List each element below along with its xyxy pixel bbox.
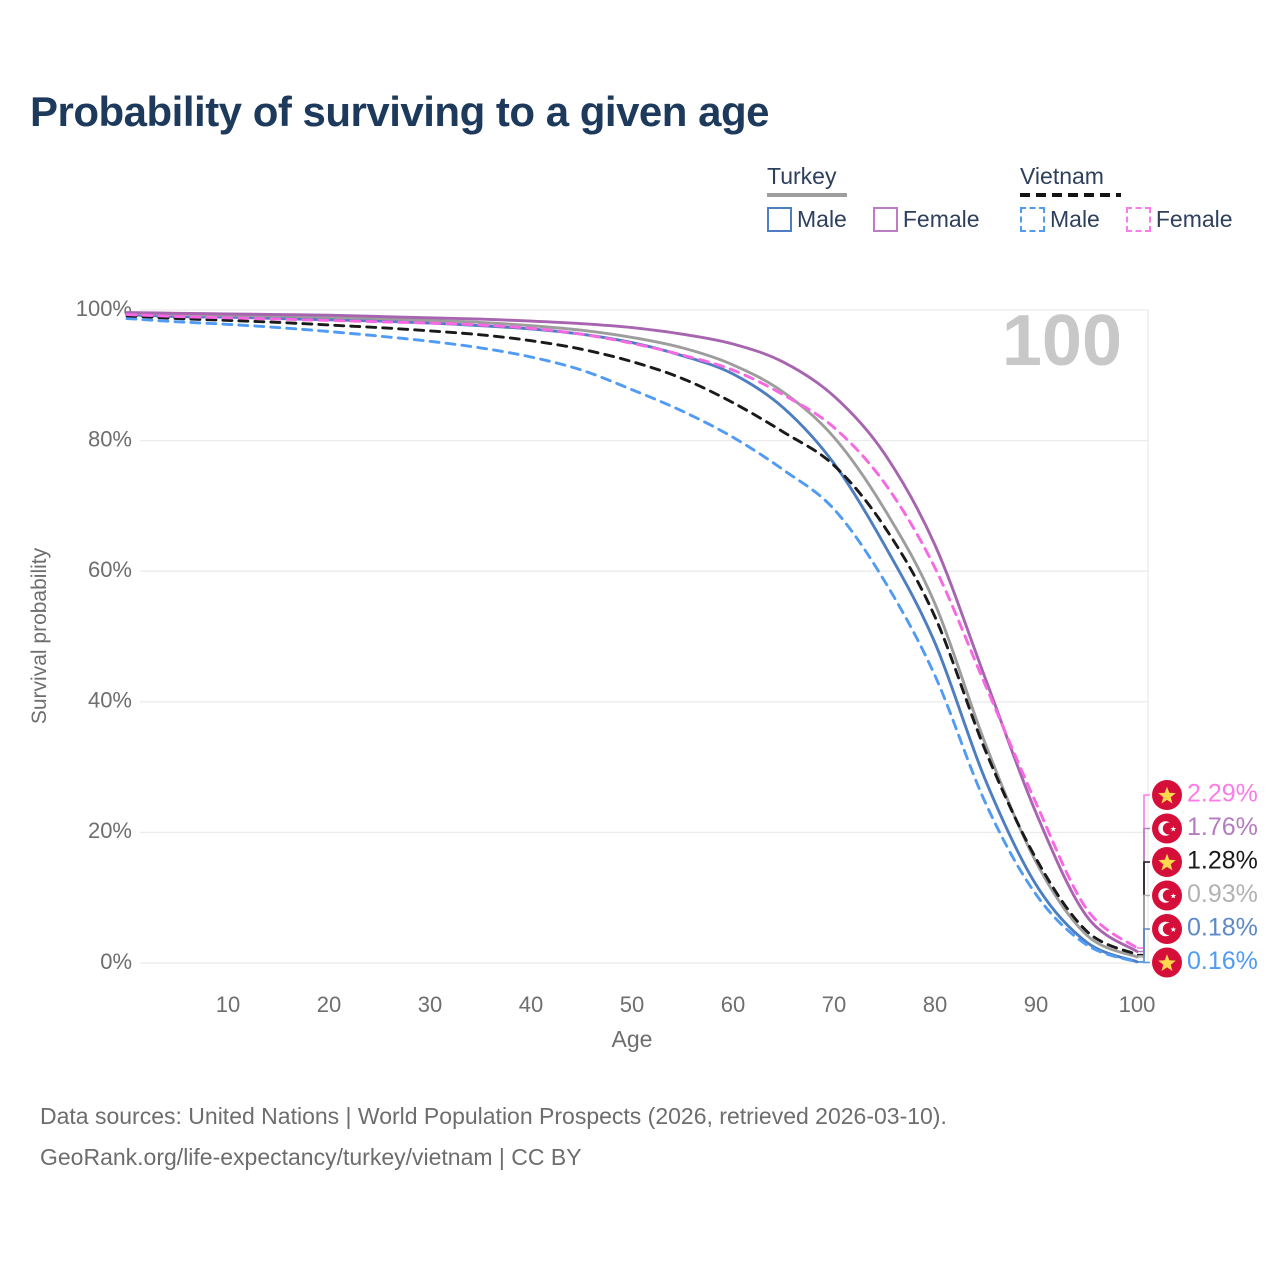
- legend-line-sample-turkey: [767, 193, 847, 197]
- turkey-crescent-cut: [1162, 822, 1175, 835]
- legend-label-turkey-female: Female: [902, 206, 980, 232]
- end-value-label-vietnam-female: 2.29%: [1187, 780, 1258, 808]
- legend-item-vietnam-female[interactable]: Female: [1125, 206, 1233, 233]
- end-value-label-turkey-male: 0.18%: [1187, 914, 1258, 942]
- legend-line-sample-vietnam: [1020, 193, 1121, 197]
- turkey-star: [1170, 893, 1177, 899]
- x-tick-label: 20: [317, 992, 341, 1017]
- end-value-label-vietnam: 1.28%: [1187, 847, 1258, 875]
- y-tick-label: 100%: [76, 296, 132, 321]
- legend-checkbox-turkey-male[interactable]: [767, 207, 792, 232]
- data-source-note: Data sources: United Nations | World Pop…: [40, 1103, 947, 1129]
- y-tick-label: 0%: [100, 949, 132, 974]
- age-counter-watermark: 100: [1002, 301, 1122, 381]
- leader-line-vietnam-male: [1137, 961, 1150, 964]
- x-tick-label: 30: [418, 992, 442, 1017]
- legend-item-turkey-male[interactable]: Male: [767, 206, 847, 233]
- y-tick-label: 20%: [88, 818, 132, 843]
- series-line-vietnam-male[interactable]: [125, 317, 1139, 964]
- legend-item-vietnam-male[interactable]: Male: [1020, 206, 1100, 233]
- survival-chart: 0% 20% 40% 60% 80% 100% 10 20 30 40 50 60 70 80 90 100 A…: [28, 296, 1258, 1052]
- chart-footer: Data sources: United Nations | World Pop…: [40, 1096, 947, 1178]
- y-axis-title: Survival probability: [28, 547, 51, 724]
- vietnam-star: [1158, 786, 1176, 804]
- series-line-vietnam-female[interactable]: [125, 313, 1139, 950]
- y-tick-label: 40%: [88, 688, 132, 713]
- legend-checkbox-turkey-female[interactable]: [872, 207, 898, 232]
- legend-group-title-vietnam[interactable]: Vietnam: [1020, 163, 1104, 189]
- x-tick-label: 80: [923, 992, 947, 1017]
- x-tick-label: 100: [1119, 992, 1156, 1017]
- vietnam-star: [1158, 853, 1176, 871]
- source-url-note: GeoRank.org/life-expectancy/turkey/vietn…: [40, 1144, 582, 1170]
- series-line-turkey[interactable]: [125, 311, 1139, 959]
- turkey-star: [1170, 926, 1177, 932]
- y-tick-label: 80%: [88, 426, 132, 451]
- legend: Turkey Male Female Vietnam Male: [0, 163, 1280, 243]
- legend-checkbox-vietnam-male[interactable]: [1020, 207, 1045, 232]
- legend-checkbox-vietnam-female[interactable]: [1125, 207, 1151, 232]
- vietnam-star: [1158, 954, 1176, 971]
- series-line-turkey-female[interactable]: [125, 311, 1139, 953]
- x-tick-label: 40: [519, 992, 543, 1017]
- turkey-crescent-cut: [1162, 889, 1175, 902]
- x-axis-title: Age: [612, 1026, 653, 1052]
- legend-label-vietnam-male: Male: [1050, 206, 1100, 232]
- legend-group-title-turkey[interactable]: Turkey: [767, 163, 837, 189]
- leader-line-turkey: [1137, 894, 1150, 958]
- end-value-label-vietnam-male: 0.16%: [1187, 947, 1258, 975]
- legend-item-turkey-female[interactable]: Female: [872, 206, 980, 233]
- x-tick-label: 60: [721, 992, 745, 1017]
- series-line-vietnam[interactable]: [125, 314, 1139, 957]
- y-tick-label: 60%: [88, 557, 132, 582]
- x-tick-label: 90: [1024, 992, 1048, 1017]
- legend-group-turkey: Turkey Male Female: [767, 163, 980, 233]
- turkey-crescent-cut: [1162, 923, 1175, 935]
- end-value-label-turkey: 0.93%: [1187, 880, 1258, 908]
- legend-label-turkey-male: Male: [797, 206, 847, 232]
- end-value-label-turkey-female: 1.76%: [1187, 813, 1258, 841]
- x-tick-label: 70: [822, 992, 846, 1017]
- x-tick-label: 10: [216, 992, 240, 1017]
- turkey-star: [1170, 826, 1177, 832]
- legend-label-vietnam-female: Female: [1155, 206, 1233, 232]
- series-line-turkey-male[interactable]: [125, 313, 1139, 964]
- x-tick-label: 50: [620, 992, 644, 1017]
- page-title: Probability of surviving to a given age: [30, 88, 769, 135]
- legend-group-vietnam: Vietnam Male Female: [1020, 163, 1233, 233]
